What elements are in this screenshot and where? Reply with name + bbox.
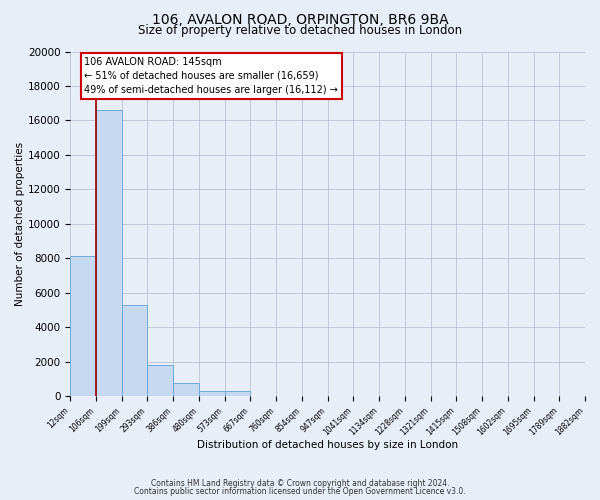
- Bar: [148, 365, 173, 396]
- Bar: [70, 256, 96, 396]
- Text: Contains HM Land Registry data © Crown copyright and database right 2024.: Contains HM Land Registry data © Crown c…: [151, 478, 449, 488]
- Bar: [224, 391, 250, 396]
- X-axis label: Distribution of detached houses by size in London: Distribution of detached houses by size …: [197, 440, 458, 450]
- Bar: [199, 391, 224, 396]
- Text: 106 AVALON ROAD: 145sqm
← 51% of detached houses are smaller (16,659)
49% of sem: 106 AVALON ROAD: 145sqm ← 51% of detache…: [85, 56, 338, 94]
- Text: Size of property relative to detached houses in London: Size of property relative to detached ho…: [138, 24, 462, 37]
- Bar: [96, 110, 122, 396]
- Y-axis label: Number of detached properties: Number of detached properties: [15, 142, 25, 306]
- Bar: [122, 304, 148, 396]
- Text: Contains public sector information licensed under the Open Government Licence v3: Contains public sector information licen…: [134, 487, 466, 496]
- Bar: [173, 383, 199, 396]
- Text: 106, AVALON ROAD, ORPINGTON, BR6 9BA: 106, AVALON ROAD, ORPINGTON, BR6 9BA: [152, 12, 448, 26]
